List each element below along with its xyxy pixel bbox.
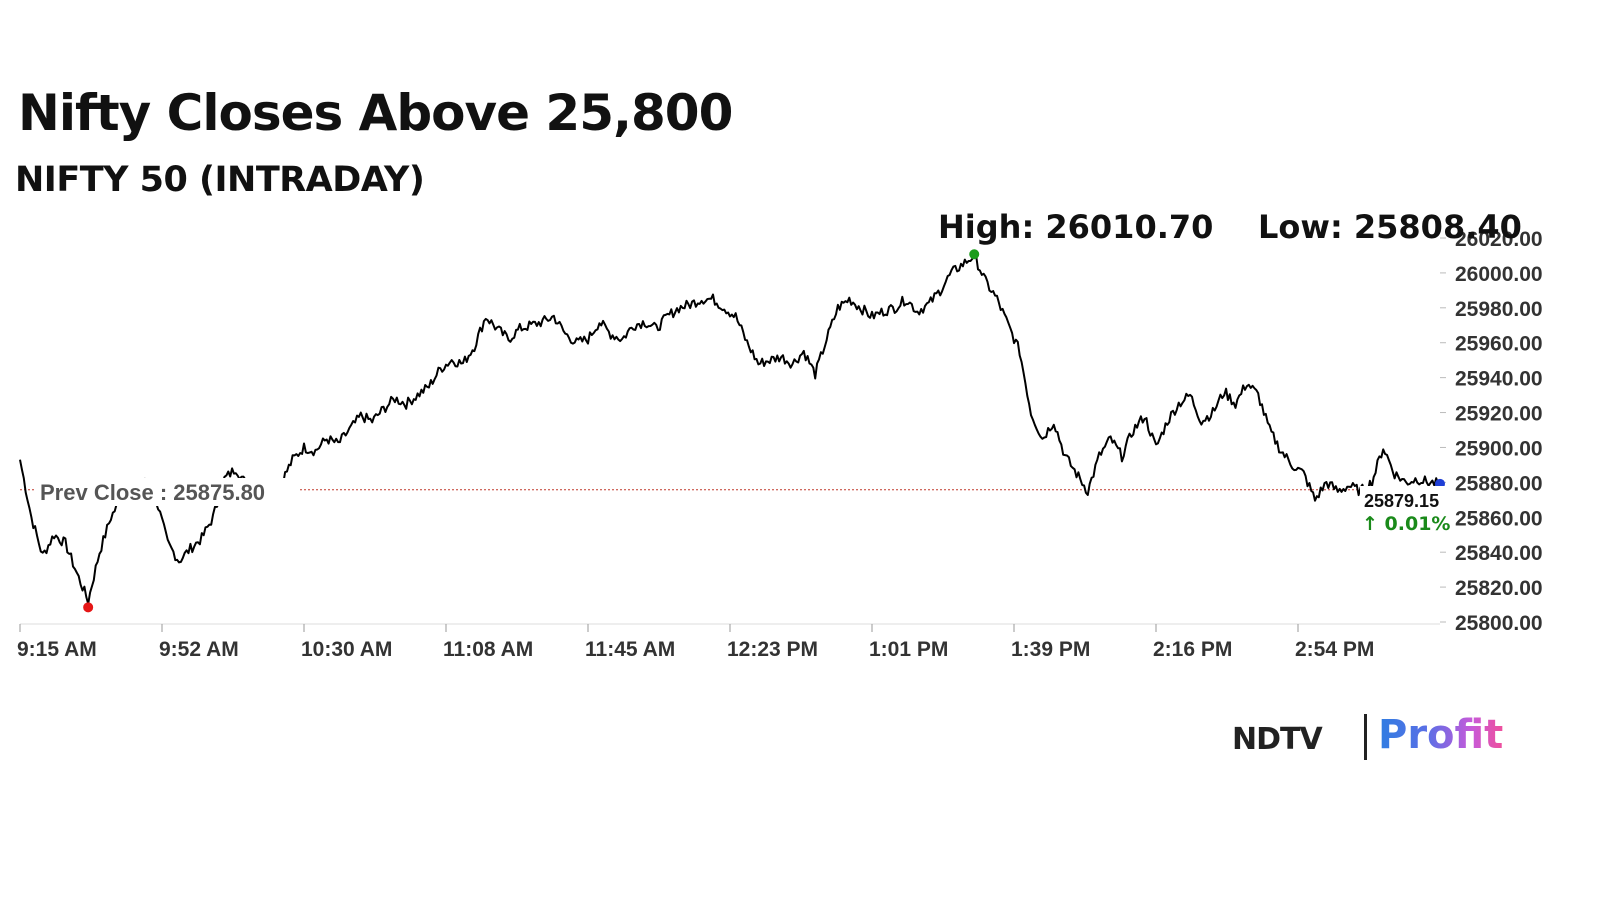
prev-close-label-bg <box>36 478 298 506</box>
y-tick-label: 25880.00 <box>1455 472 1543 495</box>
x-tick-label: 10:30 AM <box>301 638 392 661</box>
y-tick-label: 25960.00 <box>1455 333 1543 356</box>
logo-divider <box>1364 714 1367 760</box>
y-axis: 26020.00 26000.00 25980.00 25960.00 25940.00… <box>1440 228 1543 635</box>
y-tick-label: 26020.00 <box>1455 228 1543 251</box>
annotations: Prev Close : 25875.80 High: 26010.70 Low… <box>36 208 1522 536</box>
low-label: Low: 25808.40 <box>1258 208 1522 246</box>
x-tick-label: 11:45 AM <box>585 638 675 661</box>
x-tick-label: 2:54 PM <box>1295 638 1374 661</box>
y-tick-label: 25900.00 <box>1455 437 1543 460</box>
low-marker <box>83 602 94 613</box>
y-tick-label: 26000.00 <box>1455 263 1543 286</box>
last-value-label: 25879.15 <box>1364 491 1439 511</box>
y-tick-label: 25860.00 <box>1455 507 1543 530</box>
x-tick-label: 11:08 AM <box>443 638 533 661</box>
series-line <box>19 250 1440 605</box>
prev-close-label: Prev Close : 25875.80 <box>40 480 265 505</box>
y-tick-label: 25920.00 <box>1455 403 1543 426</box>
y-tick-label: 25980.00 <box>1455 298 1543 321</box>
y-tick-label: 25940.00 <box>1455 368 1543 391</box>
x-tick-label: 12:23 PM <box>727 638 818 661</box>
markers <box>83 249 1445 613</box>
x-tick-label: 1:39 PM <box>1011 638 1090 661</box>
last-value-label-bg <box>1360 486 1452 536</box>
chart-title: Nifty Closes Above 25,800 <box>18 84 733 142</box>
y-tick-label: 25820.00 <box>1455 577 1543 600</box>
x-tick-label: 9:52 AM <box>159 638 239 661</box>
high-label: High: 26010.70 <box>938 208 1213 246</box>
x-axis: 9:15 AM 9:52 AM 10:30 AM 11:08 AM 11:45 AM 12… <box>17 623 1440 661</box>
high-marker <box>969 249 980 260</box>
profit-logo: Profit <box>1378 712 1504 758</box>
x-tick-label: 2:16 PM <box>1153 638 1232 661</box>
y-tick-label: 25800.00 <box>1455 612 1543 635</box>
last-change-label: ↑ 0.01% <box>1362 513 1450 535</box>
chart-subtitle: NIFTY 50 (INTRADAY) <box>15 160 425 200</box>
x-tick-label: 9:15 AM <box>17 638 97 661</box>
ndtv-logo: NDTV <box>1232 722 1323 757</box>
y-tick-label: 25840.00 <box>1455 542 1543 565</box>
x-tick-label: 1:01 PM <box>869 638 948 661</box>
